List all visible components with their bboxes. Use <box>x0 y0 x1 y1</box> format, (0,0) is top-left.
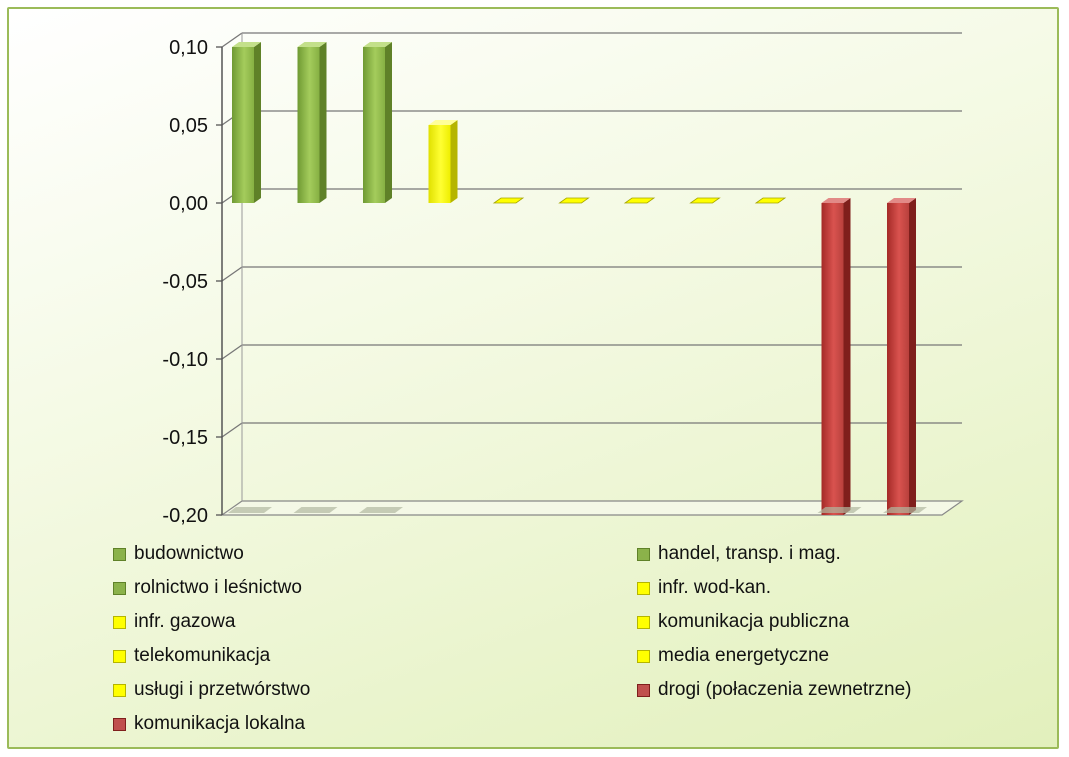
bar <box>363 47 385 203</box>
y-tick-label: -0,10 <box>162 349 208 371</box>
bar-side <box>319 42 327 203</box>
y-tick-label: -0,15 <box>162 427 208 449</box>
y-tick-label: -0,05 <box>162 271 208 293</box>
chart-frame <box>7 7 1059 749</box>
floor-shadow <box>817 507 862 513</box>
bar <box>623 197 656 204</box>
floor-shadow <box>359 507 403 513</box>
bar-side <box>450 120 458 203</box>
bar <box>821 203 844 515</box>
floor-shadow <box>228 507 272 513</box>
y-tick-label: -0,20 <box>162 505 208 527</box>
bar-side <box>385 42 392 203</box>
bar-top <box>428 120 458 125</box>
bar <box>232 47 254 203</box>
bar <box>887 203 909 515</box>
gridline-diag <box>221 32 243 48</box>
bar <box>428 125 451 203</box>
bar-top <box>232 42 261 47</box>
bar-top <box>363 42 392 47</box>
bar-side <box>909 198 916 515</box>
floor-shadow <box>293 507 338 513</box>
bar-top <box>887 198 916 203</box>
bar-side <box>843 198 851 515</box>
y-tick-label: 0,10 <box>169 37 208 59</box>
bar <box>558 197 590 204</box>
bar <box>297 47 320 203</box>
bar-top <box>297 42 327 47</box>
y-tick-label: 0,00 <box>169 193 208 215</box>
bar <box>492 197 525 204</box>
gridline-diag <box>221 266 243 282</box>
gridline-diag <box>221 422 243 438</box>
bar-top <box>821 198 851 203</box>
y-tick-label: 0,05 <box>169 115 208 137</box>
gridline-diag <box>221 344 243 360</box>
bar-side <box>254 42 261 203</box>
chart-floor <box>220 500 964 516</box>
floor-shadow <box>883 507 927 513</box>
bar <box>754 197 787 204</box>
bar <box>689 197 721 204</box>
